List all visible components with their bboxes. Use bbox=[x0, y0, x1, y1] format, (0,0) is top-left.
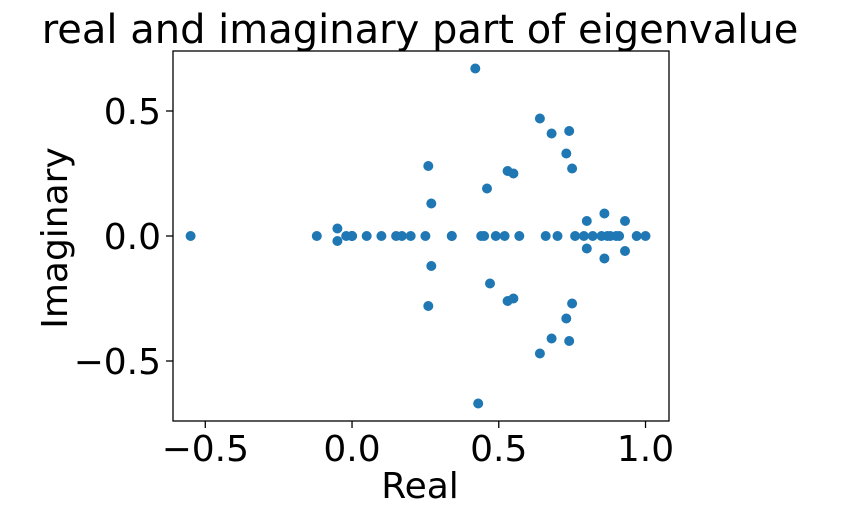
data-point bbox=[423, 161, 434, 171]
data-point bbox=[581, 216, 592, 226]
data-point bbox=[581, 243, 592, 254]
data-point bbox=[508, 168, 519, 179]
data-point bbox=[599, 208, 610, 219]
data-point bbox=[540, 231, 551, 241]
data-point bbox=[482, 183, 492, 194]
data-point bbox=[405, 231, 416, 241]
data-point bbox=[564, 336, 575, 346]
x-tick-label: 0.5 bbox=[470, 429, 527, 470]
data-point bbox=[396, 231, 407, 241]
data-point bbox=[564, 126, 575, 136]
data-point bbox=[578, 231, 589, 241]
data-point bbox=[420, 231, 431, 241]
y-axis-ticks: −0.5 0.0 0.5 bbox=[74, 92, 173, 383]
chart-title: real and imaginary part of eigenvalue bbox=[42, 7, 799, 53]
data-point bbox=[332, 236, 343, 246]
data-point bbox=[561, 313, 572, 324]
data-point bbox=[561, 148, 572, 159]
data-point bbox=[620, 246, 630, 256]
data-point bbox=[376, 231, 387, 241]
data-point bbox=[587, 231, 598, 241]
data-point bbox=[347, 231, 357, 241]
data-point bbox=[423, 301, 434, 311]
data-point bbox=[640, 231, 651, 241]
data-point bbox=[361, 231, 372, 241]
data-point bbox=[185, 231, 196, 241]
data-point bbox=[332, 223, 343, 234]
data-point bbox=[534, 113, 545, 124]
data-points bbox=[185, 63, 651, 409]
data-point bbox=[570, 231, 581, 241]
data-point bbox=[514, 231, 525, 241]
data-point bbox=[552, 231, 563, 241]
data-point bbox=[599, 253, 610, 264]
x-tick-label: 1.0 bbox=[617, 429, 674, 470]
data-point bbox=[614, 231, 625, 241]
data-point bbox=[485, 278, 495, 289]
y-tick-label: −0.5 bbox=[74, 342, 161, 383]
data-point bbox=[479, 231, 490, 241]
data-point bbox=[546, 128, 557, 139]
data-point bbox=[508, 293, 519, 304]
x-tick-label: 0.0 bbox=[323, 429, 380, 470]
x-tick-label: −0.5 bbox=[162, 429, 249, 470]
data-point bbox=[534, 348, 545, 359]
data-point bbox=[426, 261, 437, 271]
data-point bbox=[567, 163, 578, 174]
data-point bbox=[426, 198, 437, 209]
data-point bbox=[567, 298, 578, 309]
y-tick-label: 0.0 bbox=[104, 217, 161, 258]
x-axis-label: Real bbox=[381, 466, 459, 507]
data-point bbox=[546, 333, 557, 344]
data-point bbox=[473, 398, 484, 409]
data-point bbox=[620, 216, 630, 226]
y-axis-label: Imaginary bbox=[35, 147, 76, 329]
data-point bbox=[631, 231, 642, 241]
y-tick-label: 0.5 bbox=[104, 92, 161, 133]
data-point bbox=[470, 63, 481, 74]
data-point bbox=[311, 231, 322, 241]
data-point bbox=[446, 231, 457, 241]
x-axis-ticks: −0.5 0.0 0.5 1.0 bbox=[162, 421, 674, 470]
data-point bbox=[499, 231, 510, 241]
data-point bbox=[490, 231, 501, 241]
